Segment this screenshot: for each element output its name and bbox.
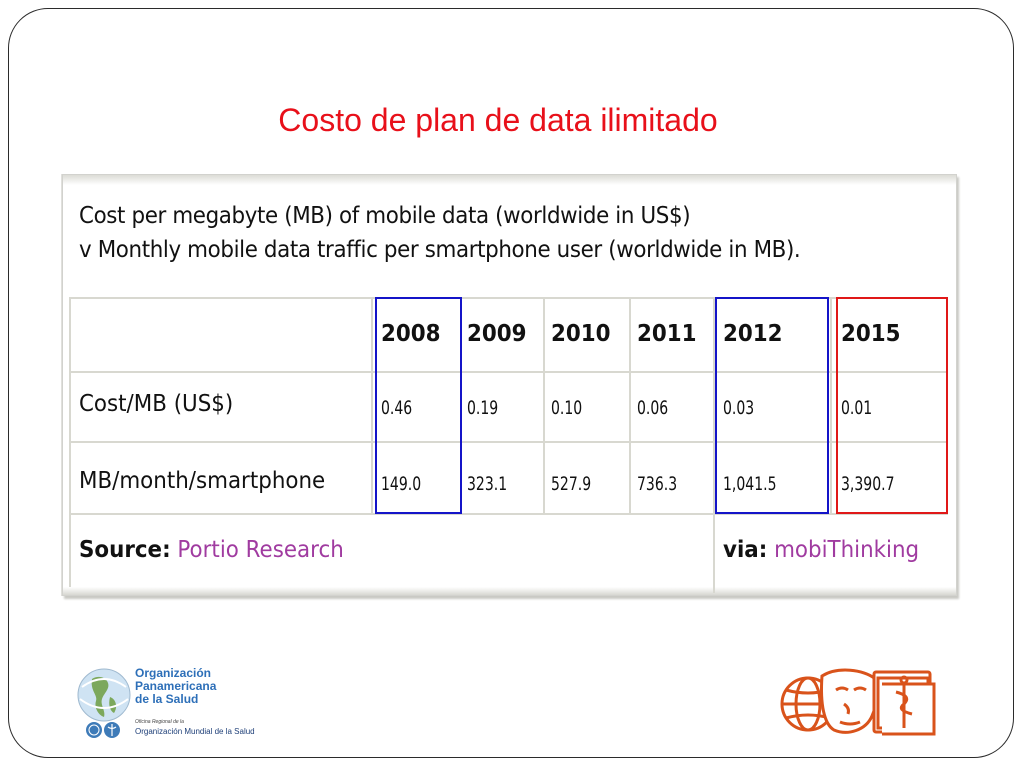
via-credit: via: mobiThinking <box>723 537 919 563</box>
table-bottom-shade <box>63 587 956 595</box>
source-credit: Source: Portio Research <box>79 537 344 563</box>
table-header: Cost per megabyte (MB) of mobile data (w… <box>79 199 801 267</box>
table-header-line-2: v Monthly mobile data traffic per smartp… <box>79 237 801 263</box>
table-cell: 736.3 <box>637 473 678 495</box>
highlight-box-2012 <box>715 297 829 514</box>
table-cell: 0.01 <box>841 397 873 419</box>
table-header-line-1: Cost per megabyte (MB) of mobile data (w… <box>79 203 691 229</box>
table-cell: 0.06 <box>637 397 669 419</box>
slide-frame <box>8 8 1014 758</box>
table-cell: 3,390.7 <box>841 473 895 495</box>
table-cell: 0.19 <box>467 397 499 419</box>
table-cell: 0.46 <box>381 397 413 419</box>
table-cell: 0.10 <box>551 397 583 419</box>
table-cell: 149.0 <box>381 473 422 495</box>
grid-h-3 <box>69 441 948 443</box>
source-label: Source: <box>79 537 171 563</box>
paho-logo <box>77 668 131 738</box>
highlight-box-2008 <box>375 297 462 514</box>
highlight-box-2015 <box>836 297 948 514</box>
un-emblem-icon <box>86 722 120 738</box>
data-table: Cost per megabyte (MB) of mobile data (w… <box>62 174 957 596</box>
table-cell: 0.03 <box>723 397 755 419</box>
grid-v-1 <box>371 297 373 513</box>
globe-americas-icon <box>77 668 131 722</box>
year-header: 2009 <box>467 321 527 347</box>
year-header: 2011 <box>637 321 697 347</box>
year-header: 2010 <box>551 321 611 347</box>
grid-h-2 <box>69 371 948 373</box>
row-label-cost: Cost/MB (US$) <box>79 391 234 417</box>
org-name: Organización Panamericana de la Salud <box>135 667 216 706</box>
table-cell: 527.9 <box>551 473 592 495</box>
table-cell: 1,041.5 <box>723 473 777 495</box>
org-name-line-2: Panamericana <box>135 679 217 693</box>
slide-title: Costo de plan de data ilimitado <box>278 102 718 138</box>
table-cell: 323.1 <box>467 473 508 495</box>
org-regional-office: Oficina Regional de la <box>135 719 184 725</box>
globe-book-caduceus-icon <box>780 668 936 736</box>
org-who-name: Organización Mundial de la Salud <box>135 727 255 736</box>
grid-h-4 <box>69 513 948 515</box>
source-link[interactable]: Portio Research <box>177 537 344 563</box>
grid-v-4 <box>629 297 631 513</box>
grid-v-3 <box>543 297 545 513</box>
year-header: 2012 <box>723 321 783 347</box>
table-top-shade <box>63 175 956 185</box>
grid-v-6 <box>830 297 832 513</box>
grid-h-1 <box>69 297 948 299</box>
year-header: 2015 <box>841 321 901 347</box>
grid-v-0 <box>69 297 71 587</box>
via-label: via: <box>723 537 768 563</box>
org-name-line-1: Organización <box>135 666 212 680</box>
via-link[interactable]: mobiThinking <box>774 537 920 563</box>
grid-v-5 <box>713 297 715 593</box>
year-header: 2008 <box>381 321 441 347</box>
org-name-line-3: de la Salud <box>135 692 199 706</box>
row-label-traffic: MB/month/smartphone <box>79 468 326 494</box>
